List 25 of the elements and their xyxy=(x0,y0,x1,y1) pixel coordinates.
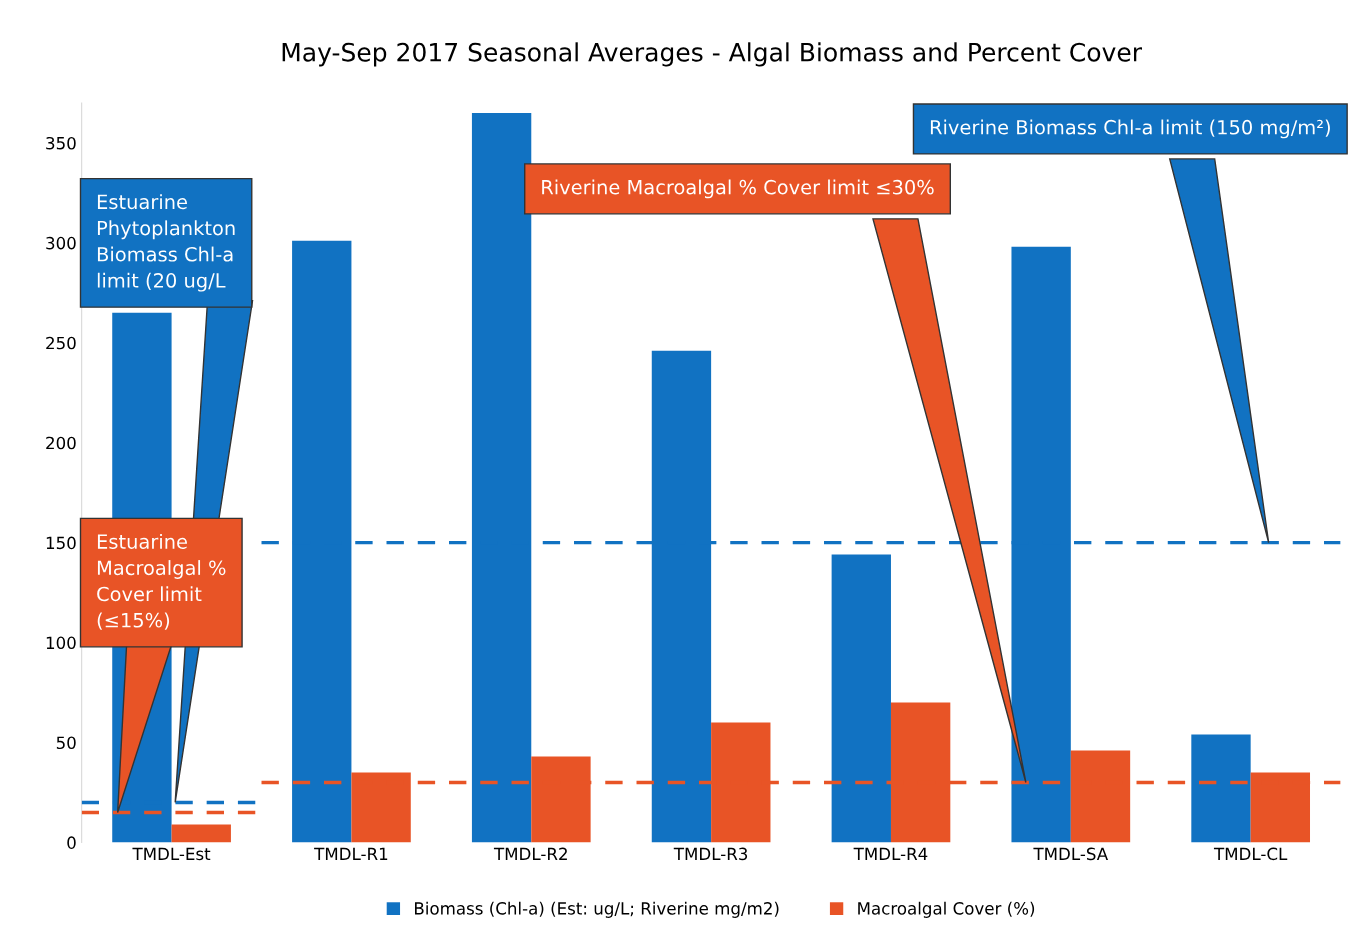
x-tick-label: TMDL-R1 xyxy=(314,847,388,860)
chart-title: May-Sep 2017 Seasonal Averages - Algal Biomass and Percent Cover xyxy=(282,42,1143,67)
ref-line-label: Riverine Macroalgal % Cover limit ≤30% xyxy=(542,179,934,199)
ref-line-label: Estuarine Macroalgal % Cover limit (≤15%) xyxy=(97,533,226,630)
x-tick-label: TMDL-CL xyxy=(1213,847,1288,861)
ref-line-label: Estuarine Phytoplankton Biomass Chl-a limit (20 ug/L xyxy=(97,194,235,292)
y-tick-label: 50 xyxy=(56,736,76,750)
x-tick-label: TMDL-R3 xyxy=(673,847,748,861)
legend-label: Biomass (Chl-a) (Est: ug/L; Riverine mg/m2) xyxy=(415,901,779,918)
bar xyxy=(171,824,231,843)
bar xyxy=(831,554,891,843)
y-tick-label: 200 xyxy=(46,436,76,450)
y-tick-label: 250 xyxy=(46,336,76,350)
y-tick-label: 300 xyxy=(46,236,76,250)
y-tick-label: 0 xyxy=(67,836,76,849)
x-tick-label: TMDL-R2 xyxy=(493,847,567,860)
y-tick-label: 350 xyxy=(46,136,76,150)
ref-line-label: Riverine Biomass Chl-a limit (150 mg/m²) xyxy=(930,119,1330,139)
y-tick-label: 100 xyxy=(46,636,76,650)
bar xyxy=(1191,734,1251,843)
y-tick-label: 150 xyxy=(46,536,76,550)
x-tick-label: TMDL-Est xyxy=(132,847,211,861)
x-tick-label: TMDL-R4 xyxy=(853,847,928,860)
legend-label: Macroalgal Cover (%) xyxy=(858,901,1035,918)
x-tick-label: TMDL-SA xyxy=(1033,847,1109,861)
